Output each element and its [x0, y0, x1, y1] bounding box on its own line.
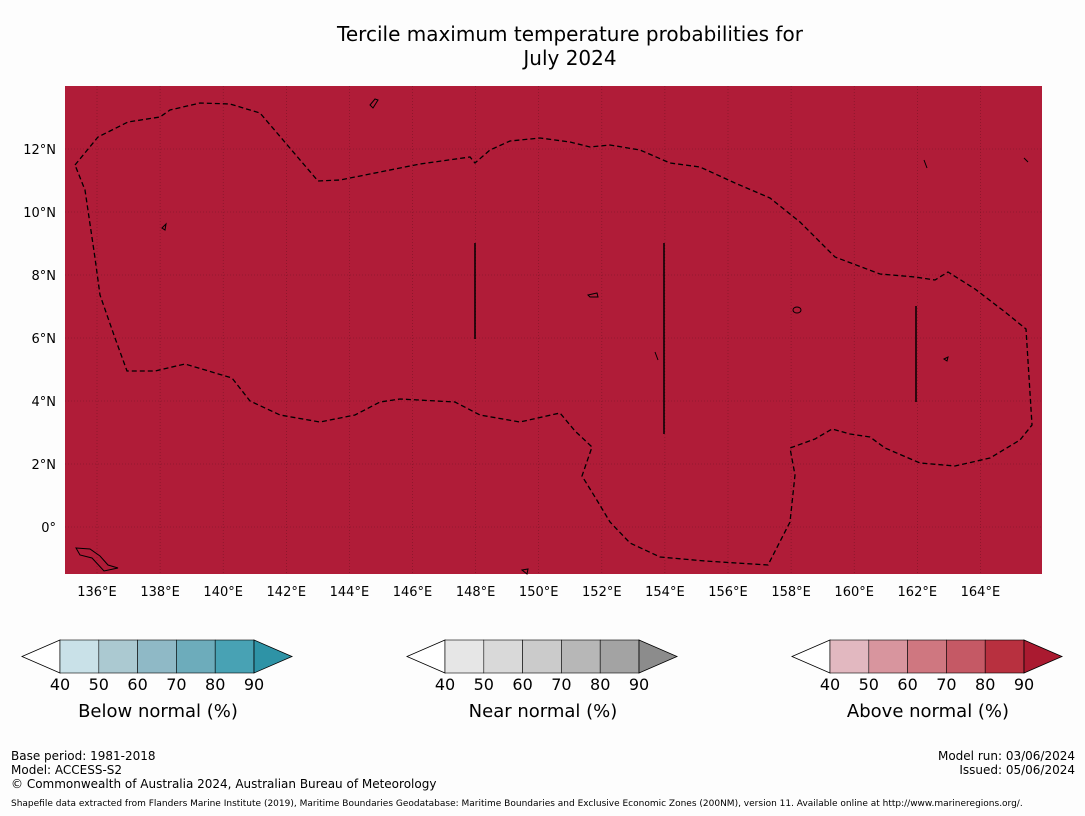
lon-tick-label: 158°E — [771, 585, 811, 600]
colorbar-below: 40 50 60 70 80 90 — [20, 639, 294, 694]
island-atoll-3 — [923, 159, 928, 169]
island-pohnpei — [792, 306, 802, 314]
colorbar-tick-label: 70 — [936, 675, 956, 694]
colorbar-extend-high — [1023, 639, 1064, 674]
colorbar-extend-high — [638, 639, 679, 674]
islands — [75, 98, 1029, 575]
issued-date: Issued: 05/06/2024 — [959, 763, 1075, 777]
colorbar-tick-label: 80 — [205, 675, 225, 694]
lon-tick-label: 160°E — [834, 585, 874, 600]
colorbar-segment — [829, 639, 870, 674]
island-atoll-1 — [654, 351, 659, 361]
colorbar-extend-high — [253, 639, 294, 674]
island-atoll-2 — [1023, 157, 1029, 163]
map-panel — [65, 86, 1042, 574]
base-period: Base period: 1981-2018 — [11, 749, 156, 763]
latitude-tick-labels: 12°N 10°N 8°N 6°N 4°N 2°N 0° — [23, 143, 56, 536]
colorbars: 40 50 60 70 80 90 40 50 60 70 80 90 40 50 60 70 80 90 — [20, 639, 1064, 694]
colorbar-tick-label: 40 — [50, 675, 70, 694]
colorbar-tick-label: 50 — [859, 675, 879, 694]
shapefile-credit: Shapefile data extracted from Flanders M… — [11, 799, 1023, 809]
lat-tick-label: 6°N — [32, 332, 57, 347]
colorbar-segment — [599, 639, 640, 674]
chart-title: Tercile maximum temperature probabilitie… — [0, 22, 1085, 70]
colorbar-tick-label: 90 — [629, 675, 649, 694]
colorbar-label-near: Near normal (%) — [468, 701, 618, 722]
lat-tick-label: 12°N — [23, 143, 56, 158]
colorbar-above: 40 50 60 70 80 90 — [790, 639, 1064, 694]
colorbar-tick-label: 70 — [166, 675, 186, 694]
lon-tick-label: 144°E — [330, 585, 370, 600]
colorbar-extend-low — [405, 639, 446, 674]
colorbar-segment — [176, 639, 216, 674]
lon-tick-label: 142°E — [267, 585, 307, 600]
lat-tick-label: 8°N — [32, 269, 57, 284]
colorbar-segment — [59, 639, 100, 674]
colorbar-tick-label: 60 — [512, 675, 532, 694]
colorbar-label-below: Below normal (%) — [78, 701, 238, 722]
lon-tick-label: 148°E — [456, 585, 496, 600]
colorbar-segment — [444, 639, 485, 674]
colorbar-segment — [522, 639, 562, 674]
colorbar-tick-label: 90 — [244, 675, 264, 694]
lon-tick-label: 152°E — [582, 585, 622, 600]
title-line-2: July 2024 — [523, 46, 617, 70]
colorbar-tick-label: 70 — [551, 675, 571, 694]
colorbar-tick-label: 40 — [435, 675, 455, 694]
colorbar-segment — [214, 639, 255, 674]
lon-tick-label: 136°E — [77, 585, 117, 600]
lon-tick-label: 156°E — [708, 585, 748, 600]
island-chuuk — [587, 292, 599, 298]
colorbar-tick-label: 60 — [897, 675, 917, 694]
title-line-1: Tercile maximum temperature probabilitie… — [337, 22, 803, 46]
colorbar-segment — [98, 639, 138, 674]
lon-tick-label: 138°E — [140, 585, 180, 600]
colorbar-segment — [868, 639, 908, 674]
colorbar-segment — [483, 639, 523, 674]
colorbar-segment — [137, 639, 177, 674]
model-run: Model run: 03/06/2024 — [937, 749, 1075, 763]
lon-tick-label: 164°E — [961, 585, 1001, 600]
island-yap — [161, 222, 167, 231]
colorbar-tick-label: 80 — [975, 675, 995, 694]
colorbar-segment — [907, 639, 947, 674]
footer-left: Base period: 1981-2018 Model: ACCESS-S2 … — [11, 749, 436, 791]
model-name: Model: ACCESS-S2 — [11, 763, 123, 777]
colorbar-tick-label: 80 — [590, 675, 610, 694]
footer-right: Model run: 03/06/2024 Issued: 05/06/2024 — [938, 749, 1075, 777]
colorbar-segment — [946, 639, 986, 674]
lon-tick-label: 146°E — [393, 585, 433, 600]
colorbar-segment — [984, 639, 1025, 674]
copyright: © Commonwealth of Australia 2024, Austra… — [11, 777, 437, 791]
longitude-tick-labels: 136°E 138°E 140°E 142°E 144°E 146°E 148°E 150°E… — [77, 585, 1000, 600]
colorbar-segment — [561, 639, 601, 674]
lat-tick-label: 10°N — [23, 206, 56, 221]
lon-tick-label: 154°E — [645, 585, 685, 600]
colorbar-tick-label: 90 — [1014, 675, 1034, 694]
lat-tick-label: 4°N — [32, 395, 57, 410]
colorbar-tick-label: 50 — [89, 675, 109, 694]
lat-tick-label: 0° — [41, 521, 56, 536]
colorbar-near: 40 50 60 70 80 90 — [405, 639, 679, 694]
colorbar-tick-label: 60 — [127, 675, 147, 694]
colorbar-extend-low — [790, 639, 831, 674]
lon-tick-label: 150°E — [519, 585, 559, 600]
island-kosrae — [943, 356, 949, 362]
lat-tick-label: 2°N — [32, 458, 57, 473]
colorbar-label-above: Above normal (%) — [846, 701, 1010, 722]
lon-tick-label: 140°E — [203, 585, 243, 600]
island-manus — [520, 568, 529, 575]
lon-tick-label: 162°E — [898, 585, 938, 600]
colorbar-tick-label: 40 — [820, 675, 840, 694]
island-guam — [369, 98, 379, 109]
colorbar-tick-label: 50 — [474, 675, 494, 694]
colorbar-extend-low — [20, 639, 61, 674]
island-png-north — [75, 547, 119, 572]
